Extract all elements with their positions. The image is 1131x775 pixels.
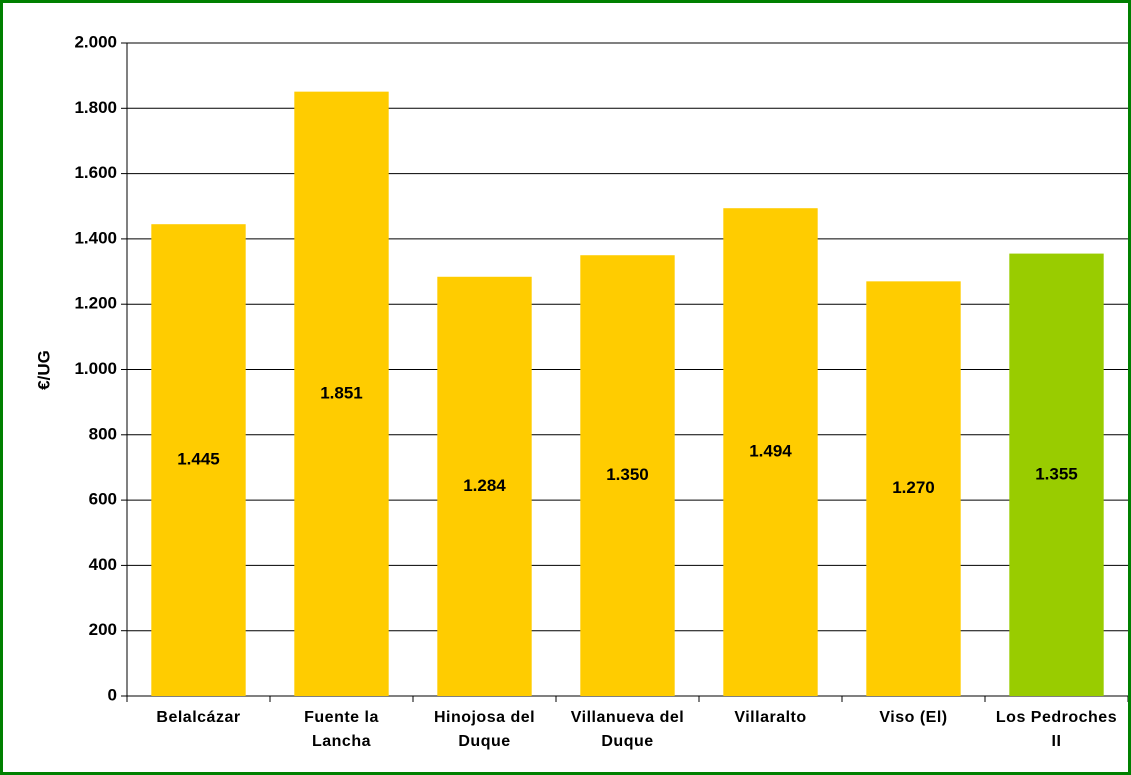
data-label: 1.445 — [177, 450, 220, 469]
x-tick-label: Fuente la Lancha — [304, 709, 379, 750]
y-tick-label: 1.800 — [74, 98, 117, 117]
data-label: 1.494 — [749, 442, 792, 461]
x-tick-label: Hinojosa del Duque — [433, 709, 536, 750]
y-tick-label: 600 — [89, 490, 117, 509]
x-tick-label: Belalcázar — [156, 709, 241, 726]
y-tick-label: 200 — [89, 620, 117, 639]
x-tick-label: Villanueva del Duque — [570, 709, 685, 750]
bar — [866, 281, 961, 696]
bar — [437, 276, 532, 696]
x-tick-label: Villaralto — [734, 709, 807, 726]
y-tick-label: 800 — [89, 424, 117, 443]
x-tick-label: Viso (El) — [879, 709, 948, 726]
x-tick-label: Los Pedroches II — [995, 709, 1118, 750]
y-tick-label: 1.400 — [74, 228, 117, 247]
y-tick-label: 1.000 — [74, 359, 117, 378]
bar — [294, 91, 389, 696]
y-tick-label: 400 — [89, 555, 117, 574]
y-tick-label: 1.200 — [74, 294, 117, 313]
data-label: 1.284 — [463, 476, 506, 495]
data-label: 1.350 — [606, 465, 649, 484]
data-label: 1.355 — [1035, 464, 1078, 483]
data-label: 1.270 — [892, 478, 935, 497]
bar — [723, 208, 818, 697]
y-axis-label: €/UG — [34, 350, 53, 390]
y-tick-label: 2.000 — [74, 32, 117, 51]
data-label: 1.851 — [320, 383, 363, 402]
y-tick-label: 1.600 — [74, 163, 117, 182]
bar — [151, 224, 246, 696]
bar — [580, 255, 675, 696]
y-tick-label: 0 — [108, 685, 117, 704]
bar — [1009, 253, 1104, 696]
